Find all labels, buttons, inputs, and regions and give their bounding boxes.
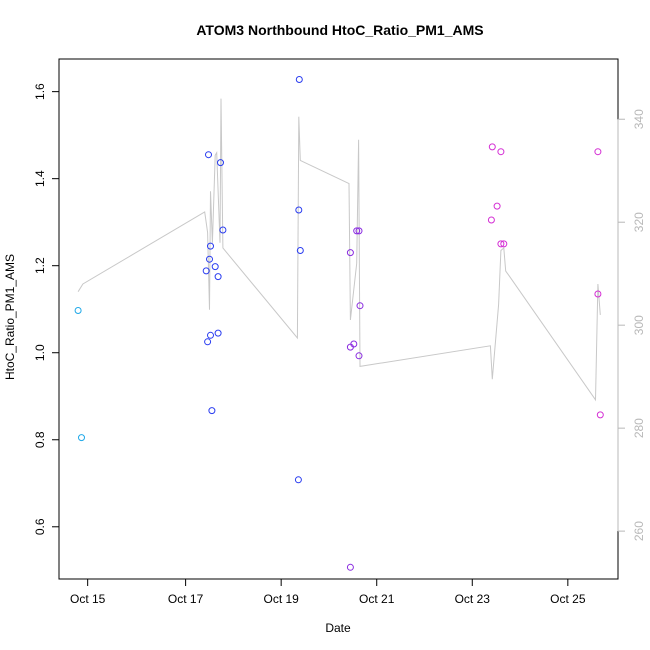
data-point <box>350 340 358 348</box>
data-point <box>294 476 302 484</box>
x-tick-label: Oct 19 <box>263 592 299 606</box>
data-point <box>207 242 214 250</box>
line-series-group <box>77 98 601 402</box>
x-axis-title: Date <box>325 621 351 635</box>
data-point <box>74 307 82 314</box>
x-tick-label: Oct 25 <box>550 592 586 606</box>
data-point <box>219 226 227 234</box>
y-tick-label: 1.4 <box>33 170 47 187</box>
y-tick-label: 1.2 <box>33 257 47 274</box>
y-tick-label: 0.8 <box>33 431 47 448</box>
data-point <box>346 249 354 257</box>
data-point <box>356 302 364 310</box>
data-point <box>487 216 495 224</box>
data-point <box>214 273 222 281</box>
y2-tick-label: 320 <box>632 212 646 232</box>
data-point <box>488 143 496 151</box>
series-line <box>77 98 601 402</box>
data-point <box>217 159 224 167</box>
x-tick-label: Oct 15 <box>70 592 106 606</box>
y2-tick-label: 300 <box>632 315 646 335</box>
data-point <box>353 227 361 235</box>
y-axis-title: HtoC_Ratio_PM1_AMS <box>3 254 17 380</box>
x-axis: Oct 15 Oct 17 Oct 19 Oct 21 Oct 23 Oct 25 <box>70 578 586 606</box>
data-point <box>204 338 212 346</box>
data-point <box>295 206 303 214</box>
points-group <box>74 76 604 571</box>
data-point <box>355 352 363 360</box>
data-point <box>205 151 212 159</box>
x-tick-label: Oct 17 <box>168 592 204 606</box>
data-point <box>208 407 216 415</box>
y2-axis: 260 280 300 320 340 <box>617 109 646 541</box>
y-tick-label: 0.6 <box>33 518 47 535</box>
y-tick-label: 1.0 <box>33 344 47 361</box>
y2-tick-label: 260 <box>632 521 646 541</box>
data-point <box>78 434 85 442</box>
y2-tick-label: 280 <box>632 418 646 438</box>
data-point <box>211 263 219 271</box>
data-point <box>214 329 222 337</box>
data-point <box>355 227 363 235</box>
x-tick-label: Oct 23 <box>455 592 491 606</box>
data-point <box>497 148 505 156</box>
y2-tick-label: 340 <box>632 109 646 129</box>
y-axis: 0.6 0.8 1.0 1.2 1.4 1.6 <box>33 83 60 535</box>
data-point <box>594 148 602 156</box>
data-point <box>296 247 304 254</box>
chart-title: ATOM3 Northbound HtoC_Ratio_PM1_AMS <box>196 22 483 38</box>
data-point <box>500 240 508 248</box>
data-point <box>594 290 602 298</box>
x-tick-label: Oct 21 <box>359 592 395 606</box>
data-point <box>493 202 501 210</box>
data-point <box>202 267 210 275</box>
y-tick-label: 1.6 <box>33 83 47 100</box>
data-point <box>207 331 214 339</box>
data-point <box>497 240 505 248</box>
data-point <box>596 411 604 419</box>
data-point <box>295 76 303 83</box>
data-point <box>346 563 354 571</box>
data-point <box>206 255 213 263</box>
